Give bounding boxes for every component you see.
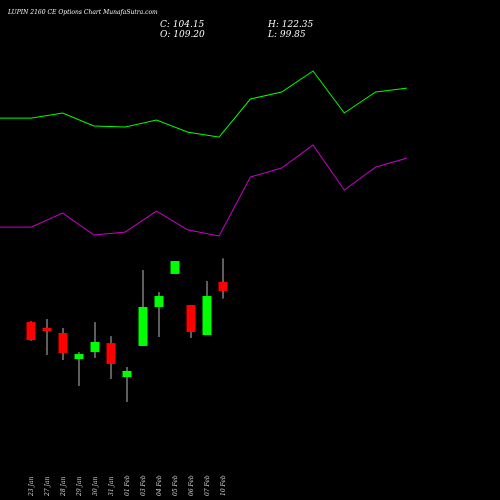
x-tick-label: 07 Feb bbox=[204, 475, 211, 496]
candle-body bbox=[58, 333, 68, 353]
x-tick-label: 29 Jan bbox=[76, 476, 83, 497]
x-tick-label: 23 Jan bbox=[28, 476, 35, 497]
x-tick-label: 31 Jan bbox=[108, 476, 115, 496]
candle-body bbox=[218, 281, 228, 291]
x-tick-label: 01 Feb bbox=[124, 475, 131, 496]
candle-body bbox=[170, 261, 180, 274]
indicator-line bbox=[0, 144, 408, 237]
candle-body bbox=[74, 354, 84, 360]
close-label: C: 104.15 bbox=[160, 20, 205, 30]
candle-body bbox=[186, 305, 196, 332]
candle-body bbox=[90, 342, 100, 353]
x-tick-label: 10 Feb bbox=[220, 475, 227, 496]
high-label: H: 122.35 bbox=[267, 20, 314, 30]
x-tick-label: 04 Feb bbox=[156, 475, 163, 496]
indicator-line bbox=[0, 70, 407, 138]
x-tick-label: 03 Feb bbox=[140, 475, 147, 496]
x-tick-label: 30 Jan bbox=[92, 476, 99, 496]
x-tick-label: 28 Jan bbox=[60, 476, 67, 497]
candle-body bbox=[122, 370, 132, 378]
x-tick-label: 06 Feb bbox=[188, 475, 195, 496]
low-label: L: 99.85 bbox=[267, 30, 306, 40]
x-tick-label: 27 Jan bbox=[44, 476, 51, 497]
candle-body bbox=[106, 343, 116, 364]
candle-body bbox=[26, 322, 36, 341]
candle-body bbox=[42, 328, 52, 332]
candle-body bbox=[202, 296, 212, 336]
open-label: O: 109.20 bbox=[160, 30, 205, 40]
chart-title: LUPIN 2160 CE Options Chart MunafaSutra.… bbox=[7, 9, 158, 16]
x-tick-label: 05 Feb bbox=[172, 475, 179, 496]
candle-body bbox=[138, 306, 148, 346]
candle-body bbox=[154, 296, 164, 307]
